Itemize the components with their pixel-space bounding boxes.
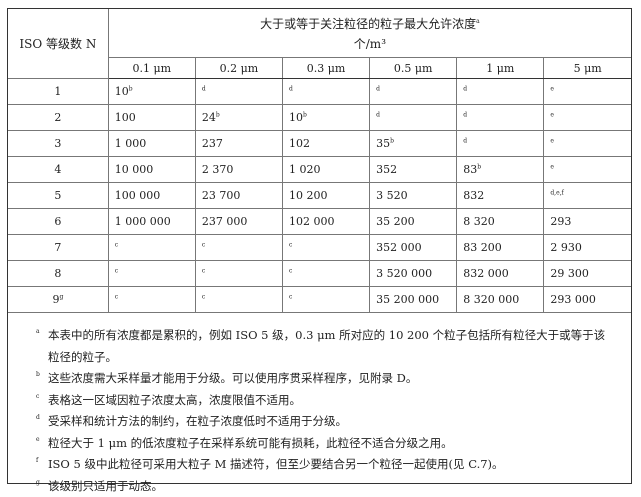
class-cell: 8 — [8, 261, 108, 287]
concentration-cell: 23 700 — [195, 183, 282, 209]
concentration-cell: d — [457, 105, 544, 131]
size-header: 1 μm — [457, 58, 544, 79]
concentration-cell: d — [370, 105, 457, 131]
concentration-cell: c — [195, 235, 282, 261]
concentration-cell: c — [283, 261, 370, 287]
concentration-cell: c — [195, 287, 282, 313]
concentration-cell: 35 200 000 — [370, 287, 457, 313]
concentration-cell: c — [108, 235, 195, 261]
concentration-cell: 1 020 — [283, 157, 370, 183]
concentration-cell: 3 520 000 — [370, 261, 457, 287]
concentration-cell: d — [457, 131, 544, 157]
concentration-cell: 1 000 — [108, 131, 195, 157]
concentration-cell: 35 200 — [370, 209, 457, 235]
concentration-cell: 2 370 — [195, 157, 282, 183]
class-cell: 4 — [8, 157, 108, 183]
size-header: 0.5 μm — [370, 58, 457, 79]
concentration-cell: 10b — [108, 79, 195, 105]
concentration-cell: e — [544, 79, 631, 105]
class-cell: 2 — [8, 105, 108, 131]
concentration-cell: 102 000 — [283, 209, 370, 235]
concentration-cell: 102 — [283, 131, 370, 157]
concentration-cell: 2 930 — [544, 235, 631, 261]
size-header: 0.2 μm — [195, 58, 282, 79]
concentration-cell: 10b — [283, 105, 370, 131]
concentration-cell: d — [457, 79, 544, 105]
size-header: 0.1 μm — [108, 58, 195, 79]
concentration-cell: 293 — [544, 209, 631, 235]
class-cell: 7 — [8, 235, 108, 261]
concentration-cell: e — [544, 105, 631, 131]
concentration-cell: 29 300 — [544, 261, 631, 287]
concentration-cell: 100 000 — [108, 183, 195, 209]
class-header: ISO 等级数 N — [8, 9, 108, 79]
concentration-cell: e — [544, 157, 631, 183]
class-cell: 1 — [8, 79, 108, 105]
concentration-cell: 832 000 — [457, 261, 544, 287]
concentration-cell: 832 — [457, 183, 544, 209]
concentration-cell: c — [283, 287, 370, 313]
concentration-cell: 10 200 — [283, 183, 370, 209]
concentration-cell: 8 320 — [457, 209, 544, 235]
concentration-cell: d — [370, 79, 457, 105]
concentration-cell: c — [195, 261, 282, 287]
concentration-cell: 237 — [195, 131, 282, 157]
concentration-cell: 24b — [195, 105, 282, 131]
concentration-cell: d — [283, 79, 370, 105]
concentration-cell: 8 320 000 — [457, 287, 544, 313]
concentration-cell: c — [108, 287, 195, 313]
concentration-cell: 3 520 — [370, 183, 457, 209]
concentration-cell: 83b — [457, 157, 544, 183]
concentration-cell: 237 000 — [195, 209, 282, 235]
concentration-cell: 10 000 — [108, 157, 195, 183]
size-header: 5 μm — [544, 58, 631, 79]
concentration-cell: c — [108, 261, 195, 287]
concentration-cell: c — [283, 235, 370, 261]
size-header: 0.3 μm — [283, 58, 370, 79]
concentration-cell: d,e,f — [544, 183, 631, 209]
concentration-cell: d — [195, 79, 282, 105]
concentration-cell: 35b — [370, 131, 457, 157]
concentration-cell: 83 200 — [457, 235, 544, 261]
concentration-cell: e — [544, 131, 631, 157]
concentration-cell: 100 — [108, 105, 195, 131]
class-cell: 9g — [8, 287, 108, 313]
concentration-cell: 1 000 000 — [108, 209, 195, 235]
concentration-cell: 352 — [370, 157, 457, 183]
concentration-cell: 293 000 — [544, 287, 631, 313]
concentration-cell: 352 000 — [370, 235, 457, 261]
class-cell: 3 — [8, 131, 108, 157]
class-cell: 5 — [8, 183, 108, 209]
class-cell: 6 — [8, 209, 108, 235]
